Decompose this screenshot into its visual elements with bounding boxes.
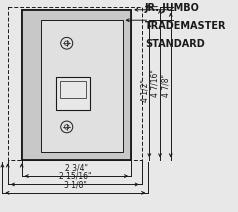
Text: 3 1/8": 3 1/8" [64, 180, 87, 189]
Bar [22, 10, 131, 160]
Text: JR. JUMBO: JR. JUMBO [145, 3, 200, 14]
Bar [60, 81, 86, 98]
Text: TRADEMASTER: TRADEMASTER [145, 21, 227, 31]
Bar [8, 7, 142, 160]
Text: 4 7/8": 4 7/8" [162, 74, 171, 97]
Bar [41, 20, 123, 152]
Text: 4 7/16": 4 7/16" [151, 70, 160, 98]
Text: 2 3/4": 2 3/4" [65, 163, 88, 172]
Bar [56, 77, 90, 110]
Bar [22, 10, 131, 160]
Text: STANDARD: STANDARD [145, 39, 205, 49]
Text: 2 15/16": 2 15/16" [59, 172, 91, 181]
Text: 4 1/2": 4 1/2" [140, 79, 149, 102]
